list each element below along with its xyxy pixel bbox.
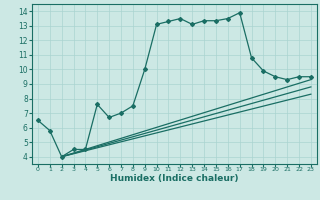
X-axis label: Humidex (Indice chaleur): Humidex (Indice chaleur) xyxy=(110,174,239,183)
